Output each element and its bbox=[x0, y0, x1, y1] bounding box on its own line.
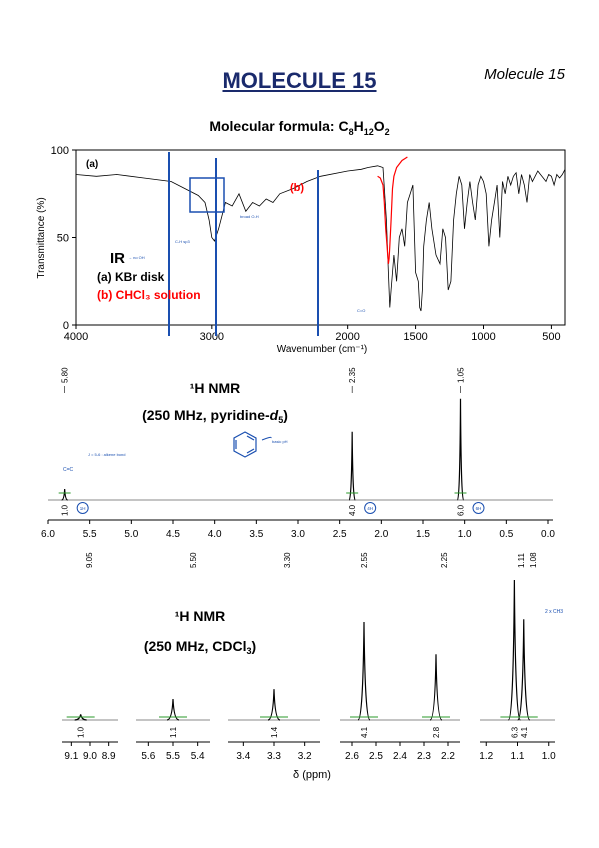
ir-ytick-label: 100 bbox=[51, 145, 69, 157]
formula-o-count: 2 bbox=[384, 126, 390, 137]
molecular-formula: Molecular formula: C8H12O2 bbox=[0, 118, 599, 137]
formula-o: O bbox=[373, 118, 385, 134]
ir-legend-a: (a) KBr disk bbox=[97, 270, 165, 284]
molecule-tag: Molecule 15 bbox=[484, 66, 565, 83]
ir-highlight-box bbox=[189, 177, 225, 213]
ir-note-oh: broad O-H bbox=[240, 214, 259, 219]
ir-note-co: C=O bbox=[357, 308, 365, 313]
ir-xtick-label: 2000 bbox=[335, 331, 359, 343]
ir-note-ch: C-H sp3 bbox=[175, 239, 190, 244]
formula-c: C bbox=[338, 118, 349, 134]
formula-h: H bbox=[353, 118, 364, 134]
ir-series-a-line bbox=[75, 165, 566, 312]
ir-xtick-label: 3000 bbox=[200, 331, 224, 343]
ir-xtick-label: 4000 bbox=[64, 331, 88, 343]
ir-legend-b: (b) CHCl₃ solution bbox=[97, 288, 201, 302]
ir-xtick-label: 500 bbox=[542, 331, 560, 343]
ir-ytick-label: 50 bbox=[57, 233, 69, 245]
ir-xtick-label: 1000 bbox=[471, 331, 495, 343]
formula-c-count: 8 bbox=[348, 126, 354, 137]
ir-xtick-label: 1500 bbox=[403, 331, 427, 343]
formula-h-count: 12 bbox=[363, 126, 374, 137]
ir-panel-label: (a) bbox=[86, 159, 98, 170]
formula-prefix: Molecular formula: bbox=[209, 118, 339, 134]
ir-note-nooh: → no OH bbox=[128, 255, 145, 260]
ir-xlabel: Wavenumber (cm⁻¹) bbox=[277, 344, 367, 355]
ir-ylabel: Transmittance (%) bbox=[36, 197, 47, 278]
page-title: MOLECULE 15 bbox=[222, 68, 377, 93]
ir-series-b-line bbox=[377, 156, 408, 264]
ir-series-b-label: (b) bbox=[290, 182, 304, 194]
ir-title: IR bbox=[110, 250, 125, 267]
ir-ytick-label: 0 bbox=[63, 320, 69, 332]
